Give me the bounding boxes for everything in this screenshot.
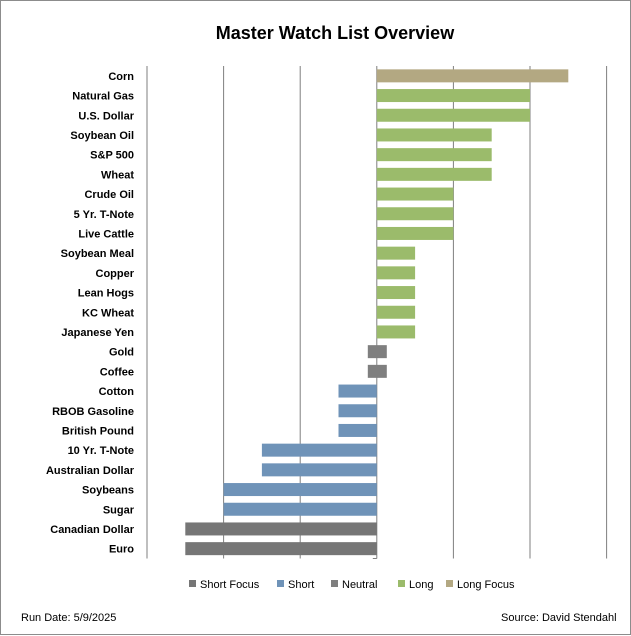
category-label: Corn bbox=[108, 71, 134, 83]
bar-soybeans bbox=[223, 483, 377, 497]
legend-label: Long bbox=[409, 579, 433, 591]
category-label: U.S. Dollar bbox=[78, 110, 134, 122]
category-label: Natural Gas bbox=[72, 91, 134, 103]
category-label: British Pound bbox=[62, 425, 134, 437]
bar-euro bbox=[185, 542, 377, 556]
bar-canadian-dollar bbox=[185, 522, 377, 536]
legend-swatch bbox=[398, 580, 405, 587]
gridlines bbox=[146, 66, 608, 559]
legend-swatch bbox=[277, 580, 284, 587]
bar-british-pound bbox=[338, 423, 377, 437]
bar-coffee bbox=[367, 364, 387, 378]
chart-title: Master Watch List Overview bbox=[216, 23, 455, 43]
category-label: Japanese Yen bbox=[61, 327, 134, 339]
category-label: Soybeans bbox=[82, 485, 134, 497]
bar-sugar bbox=[223, 502, 377, 516]
legend-label: Long Focus bbox=[457, 579, 515, 591]
bar-copper bbox=[376, 266, 416, 280]
category-label: Soybean Oil bbox=[70, 130, 134, 142]
legend: Short Focus Short Neutral Long Long Focus bbox=[189, 579, 515, 591]
category-label: Wheat bbox=[101, 169, 134, 181]
category-label: 10 Yr. T-Note bbox=[68, 445, 134, 457]
category-label: Gold bbox=[109, 347, 134, 359]
category-label: Euro bbox=[109, 544, 134, 556]
bar-live-cattle bbox=[376, 226, 454, 240]
bar-wheat bbox=[376, 167, 492, 181]
category-label: Live Cattle bbox=[78, 228, 134, 240]
bar-u-s-dollar bbox=[376, 108, 530, 122]
category-label: Lean Hogs bbox=[78, 288, 134, 300]
legend-label: Short bbox=[288, 579, 314, 591]
bar-10-yr-t-note bbox=[261, 443, 377, 457]
category-label: Copper bbox=[96, 268, 135, 280]
category-label: Coffee bbox=[100, 366, 134, 378]
legend-label: Neutral bbox=[342, 579, 377, 591]
bar-natural-gas bbox=[376, 89, 530, 103]
category-label: Sugar bbox=[103, 504, 135, 516]
bar-soybean-oil bbox=[376, 128, 492, 142]
category-label: Crude Oil bbox=[84, 189, 134, 201]
bar-lean-hogs bbox=[376, 286, 416, 300]
category-label: RBOB Gasoline bbox=[52, 406, 134, 418]
category-labels: Corn Natural Gas U.S. Dollar Soybean Oil S&P… bbox=[46, 71, 135, 556]
category-label: Cotton bbox=[99, 386, 135, 398]
legend-label: Short Focus bbox=[200, 579, 260, 591]
category-label: Australian Dollar bbox=[46, 465, 135, 477]
bar-japanese-yen bbox=[376, 325, 416, 339]
bar-s-p-500 bbox=[376, 148, 492, 162]
category-label: S&P 500 bbox=[90, 150, 134, 162]
bars bbox=[185, 69, 569, 556]
bar-5-yr-t-note bbox=[376, 207, 454, 221]
run-date: Run Date: 5/9/2025 bbox=[21, 612, 117, 624]
category-label: 5 Yr. T-Note bbox=[74, 209, 134, 221]
bar-gold bbox=[367, 345, 387, 359]
category-label: Soybean Meal bbox=[61, 248, 134, 260]
bar-australian-dollar bbox=[261, 463, 377, 477]
bar-cotton bbox=[338, 384, 377, 398]
source-credit: Source: David Stendahl bbox=[501, 612, 617, 624]
bar-rbob-gasoline bbox=[338, 404, 377, 418]
legend-swatch bbox=[189, 580, 196, 587]
bar-soybean-meal bbox=[376, 246, 416, 260]
legend-swatch bbox=[446, 580, 453, 587]
legend-swatch bbox=[331, 580, 338, 587]
category-label: KC Wheat bbox=[82, 307, 134, 319]
bar-crude-oil bbox=[376, 187, 454, 201]
category-label: Canadian Dollar bbox=[50, 524, 134, 536]
bar-corn bbox=[376, 69, 569, 83]
bar-kc-wheat bbox=[376, 305, 416, 319]
